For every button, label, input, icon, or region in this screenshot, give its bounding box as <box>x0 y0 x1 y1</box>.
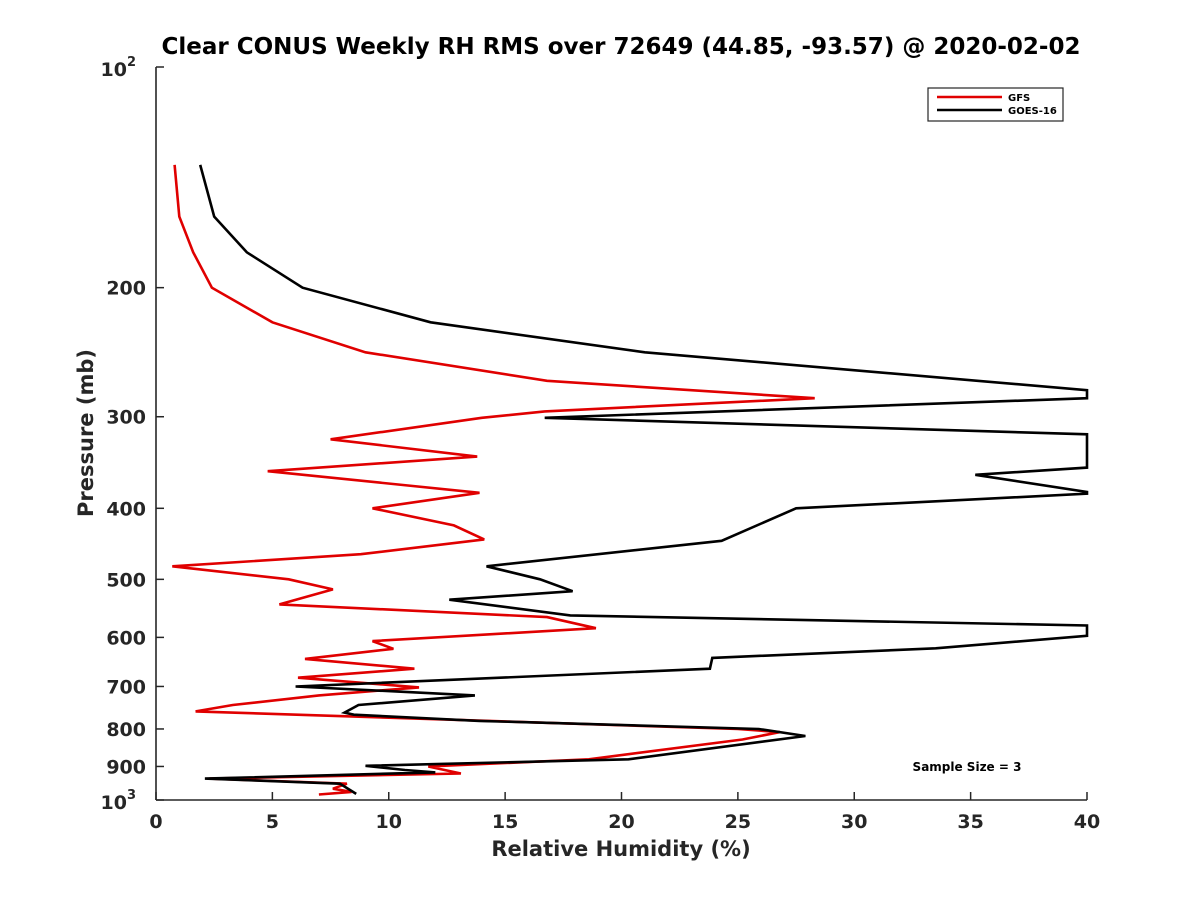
y-tick-label: 10 <box>101 59 127 81</box>
x-tick-label: 5 <box>266 811 279 833</box>
legend: GFS GOES-16 <box>927 87 1064 122</box>
x-tick-label: 30 <box>841 811 867 833</box>
legend-box <box>927 87 1064 122</box>
y-tick-label: 800 <box>106 719 146 741</box>
x-tick-label: 20 <box>608 811 634 833</box>
y-axis-label: Pressure (mb) <box>74 349 98 517</box>
y-tick-label: 200 <box>106 278 146 300</box>
y-tick-exponent: 2 <box>127 55 136 70</box>
sample-size-annotation: Sample Size = 3 <box>913 760 1022 774</box>
y-tick-label: 900 <box>106 756 146 778</box>
y-tick-label: 300 <box>106 407 146 429</box>
legend-label-gfs: GFS <box>1008 93 1030 104</box>
x-tick-label: 0 <box>149 811 162 833</box>
y-tick-label: 700 <box>106 676 146 698</box>
series-line-goes16 <box>198 164 1089 796</box>
chart-title: Clear CONUS Weekly RH RMS over 72649 (44… <box>162 34 1081 60</box>
x-axis-label: Relative Humidity (%) <box>491 837 750 861</box>
y-tick-exponent: 3 <box>127 788 136 803</box>
x-tick-label: 10 <box>376 811 402 833</box>
x-tick-label: 25 <box>725 811 751 833</box>
y-tick-label: 10 <box>101 792 127 814</box>
y-tick-label: 500 <box>106 569 146 591</box>
x-tick-label: 40 <box>1074 811 1100 833</box>
x-tick-label: 35 <box>957 811 983 833</box>
series-line-gfs <box>172 164 815 796</box>
plot-area: 0 5 10 15 20 25 30 35 40 10 220030040050060070080… <box>101 55 1101 833</box>
legend-label-goes16: GOES-16 <box>1008 106 1057 117</box>
y-tick-label: 400 <box>106 498 146 520</box>
x-tick-label: 15 <box>492 811 518 833</box>
x-axis-ticks: 0 5 10 15 20 25 30 35 40 <box>149 792 1100 833</box>
series-group <box>172 164 1089 796</box>
y-tick-label: 600 <box>106 627 146 649</box>
